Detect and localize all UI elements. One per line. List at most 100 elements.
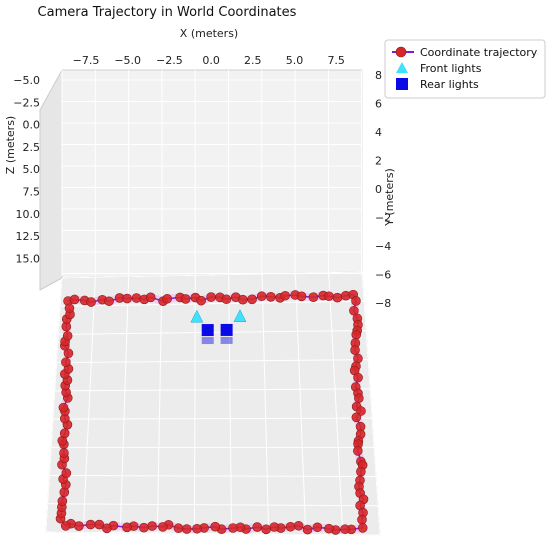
x-axis-label: X (meters) [180, 27, 238, 40]
z-tick-label: 5.0 [23, 163, 41, 176]
trajectory-point [353, 353, 363, 364]
rear-light-marker [220, 336, 233, 344]
trajectory-point [122, 293, 132, 304]
trajectory-point [261, 524, 271, 535]
grid-line [47, 503, 379, 507]
legend: Coordinate trajectory Front lights Rear li… [384, 39, 546, 99]
trajectory-point [162, 293, 173, 304]
trajectory-point [266, 292, 276, 302]
trajectory-point [145, 292, 156, 303]
legend-label: Coordinate trajectory [420, 46, 538, 59]
trajectory-point [74, 521, 84, 531]
trajectory-point [173, 523, 184, 534]
trajectory-point [61, 468, 72, 478]
x-tick-labels: −7.5 −5.0 −2.5 0.0 2.5 5.0 7.5 [73, 54, 345, 67]
trajectory-point [256, 291, 267, 302]
x-tick-label: −2.5 [156, 54, 183, 67]
trajectory-point [180, 294, 191, 304]
trajectory-point [102, 523, 112, 534]
trajectory-point [131, 293, 142, 303]
y-tick-label: 4 [375, 126, 382, 139]
grid-line [53, 417, 373, 420]
grid-line [361, 271, 381, 536]
trajectory-point [312, 522, 323, 533]
rear-light-marker [201, 324, 214, 337]
trajectory-point [228, 523, 238, 533]
x-tick-label: 2.5 [244, 54, 262, 67]
legend-box [384, 39, 546, 99]
trajectory-point [340, 524, 350, 535]
grid-line [228, 274, 233, 534]
grid-line [261, 273, 270, 535]
trajectory-point [158, 522, 168, 532]
floor-pane [45, 271, 381, 536]
trajectory-point [61, 357, 71, 368]
x-tick-label: −7.5 [73, 54, 100, 67]
side-pane [39, 69, 63, 291]
legend-swatch-circle [395, 46, 407, 58]
trajectory-point [192, 523, 202, 534]
trajectory-point [269, 522, 280, 532]
z-tick-label: 2.5 [23, 141, 41, 154]
y-tick-label: 0 [375, 183, 382, 196]
trajectory-point [353, 372, 363, 383]
z-tick-label: 0.0 [23, 119, 41, 132]
y-tick-label: −8 [375, 297, 391, 310]
trajectory-point [351, 296, 361, 306]
grid-line [119, 276, 130, 533]
trajectory-point [69, 294, 80, 305]
trajectory-point [252, 522, 263, 532]
trajectory-point [247, 294, 257, 305]
grid-line [328, 272, 344, 535]
z-tick-label: 15.0 [16, 252, 41, 265]
z-tick-label: 12.5 [16, 230, 41, 243]
grid-line [156, 275, 163, 534]
grid-line [294, 273, 307, 535]
trajectory-point [324, 523, 334, 534]
trajectory-point [139, 522, 149, 533]
y-tick-label: 8 [375, 69, 382, 82]
grid-line [45, 531, 381, 536]
x-tick-label: −5.0 [114, 54, 141, 67]
trajectory-point [238, 294, 248, 305]
trajectory-point [332, 292, 343, 303]
grid-lines [45, 70, 381, 536]
rear-light-marker [201, 337, 214, 345]
trajectory-point [351, 329, 362, 340]
trajectory-point [350, 345, 360, 355]
z-tick-labels: −5.0 −2.5 0.0 2.5 5.0 7.5 10.0 12.5 15.0 [13, 74, 40, 265]
y-tick-label: 6 [375, 98, 382, 111]
trajectory-point [64, 303, 75, 314]
trajectory-point [94, 519, 105, 530]
trajectory-point [357, 523, 368, 533]
chart-title: Camera Trajectory in World Coordinates [38, 5, 297, 20]
z-axis-label: Z (meters) [4, 116, 17, 174]
z-tick-label: −2.5 [13, 96, 40, 109]
trajectory-point [122, 522, 132, 533]
y-tick-label: 2 [375, 155, 382, 168]
trajectory-point [60, 521, 71, 531]
trajectory-point [147, 521, 157, 531]
trajectory-point [57, 496, 68, 506]
y-tick-label: −6 [375, 269, 391, 282]
trajectory-point [59, 448, 69, 458]
z-tick-label: 7.5 [23, 186, 41, 199]
x-tick-label: 0.0 [202, 54, 220, 67]
legend-swatch-square [396, 78, 408, 90]
front-light-marker [233, 309, 247, 322]
trajectory-point [302, 524, 313, 535]
trajectory-point [285, 521, 296, 532]
data-series [55, 289, 369, 535]
x-tick-label: 5.0 [286, 54, 304, 67]
legend-label: Rear lights [420, 78, 479, 91]
trajectory-point [210, 521, 221, 532]
trajectory-point [356, 466, 366, 477]
trajectory-point [293, 520, 304, 531]
trajectory-point [59, 428, 70, 439]
legend-swatch-triangle [396, 62, 408, 73]
front-light-marker [190, 309, 204, 323]
legend-label: Front lights [420, 62, 482, 75]
trajectory-point [357, 514, 367, 525]
trajectory-point [181, 524, 192, 534]
